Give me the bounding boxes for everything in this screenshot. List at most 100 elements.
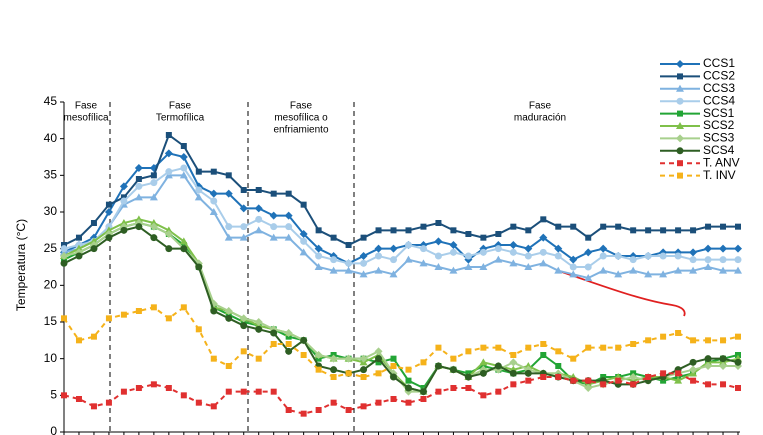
legend-marker <box>676 122 684 129</box>
point <box>60 259 68 267</box>
point <box>735 385 741 391</box>
point <box>735 223 741 230</box>
point <box>149 193 158 201</box>
point <box>195 186 203 194</box>
point <box>61 242 67 248</box>
point <box>719 244 728 253</box>
point <box>525 227 532 234</box>
point <box>210 168 217 175</box>
point <box>390 227 397 234</box>
point <box>270 223 278 231</box>
legend-label: CCS1 <box>703 56 735 70</box>
point <box>539 248 547 256</box>
point <box>374 266 383 274</box>
point <box>435 220 442 226</box>
point <box>285 223 293 231</box>
point <box>135 176 142 182</box>
point <box>420 396 427 402</box>
point <box>180 143 187 149</box>
point <box>240 223 248 231</box>
point <box>165 168 173 176</box>
point <box>554 244 563 253</box>
point <box>239 314 248 323</box>
point <box>629 373 638 381</box>
point <box>449 266 458 274</box>
point <box>509 369 517 377</box>
point <box>285 341 292 347</box>
phase-label: mesofílica o <box>274 113 328 124</box>
point <box>359 252 368 260</box>
point <box>540 352 547 358</box>
point <box>720 337 727 344</box>
point <box>719 355 727 363</box>
point <box>419 245 427 253</box>
point <box>225 314 233 322</box>
point <box>315 252 323 260</box>
point <box>404 241 412 249</box>
point <box>270 341 277 347</box>
phase-label: enfriamiento <box>273 125 328 136</box>
point <box>195 263 203 271</box>
point <box>329 266 338 274</box>
point <box>344 354 353 363</box>
point <box>405 366 412 373</box>
point <box>90 333 97 340</box>
point <box>555 363 562 369</box>
point <box>60 252 68 260</box>
point <box>525 344 532 351</box>
y-tick-label: 35 <box>44 168 58 182</box>
point <box>240 187 247 193</box>
annotation-curve <box>561 271 686 317</box>
y-tick-label: 15 <box>44 314 58 328</box>
point <box>90 403 97 410</box>
point <box>255 388 262 395</box>
series-line <box>63 305 739 379</box>
point <box>240 388 247 395</box>
legend-label: SCS3 <box>703 131 735 145</box>
series-line <box>63 166 738 268</box>
point <box>210 197 218 205</box>
point <box>224 189 233 198</box>
point <box>569 270 578 278</box>
y-tick-label: 25 <box>44 241 58 255</box>
point <box>150 179 158 187</box>
point <box>120 197 128 205</box>
point <box>344 266 353 274</box>
point <box>525 377 532 384</box>
point <box>390 355 397 362</box>
point <box>645 337 652 344</box>
point <box>285 407 292 413</box>
point <box>315 407 322 413</box>
point <box>584 263 592 271</box>
point <box>524 263 533 270</box>
point <box>704 256 712 264</box>
point <box>105 399 112 406</box>
point <box>704 244 713 253</box>
point <box>509 248 517 256</box>
phase-label: Fase <box>169 101 192 112</box>
point <box>600 223 607 230</box>
point <box>705 381 712 388</box>
point <box>540 374 547 380</box>
point <box>209 208 218 215</box>
point <box>180 392 187 399</box>
series-line <box>63 221 739 390</box>
point <box>104 226 113 234</box>
point <box>330 374 337 380</box>
point <box>630 341 637 347</box>
point <box>434 362 442 370</box>
point <box>389 244 398 253</box>
point <box>464 255 473 264</box>
point <box>734 244 742 253</box>
point <box>390 373 398 381</box>
point <box>704 355 712 363</box>
phase-label: Fase <box>75 101 98 112</box>
point <box>659 248 668 257</box>
point <box>405 227 412 234</box>
point <box>689 266 698 274</box>
point <box>270 329 278 337</box>
point <box>479 358 488 366</box>
series-line <box>63 372 739 415</box>
point <box>150 304 157 311</box>
point <box>225 363 232 369</box>
